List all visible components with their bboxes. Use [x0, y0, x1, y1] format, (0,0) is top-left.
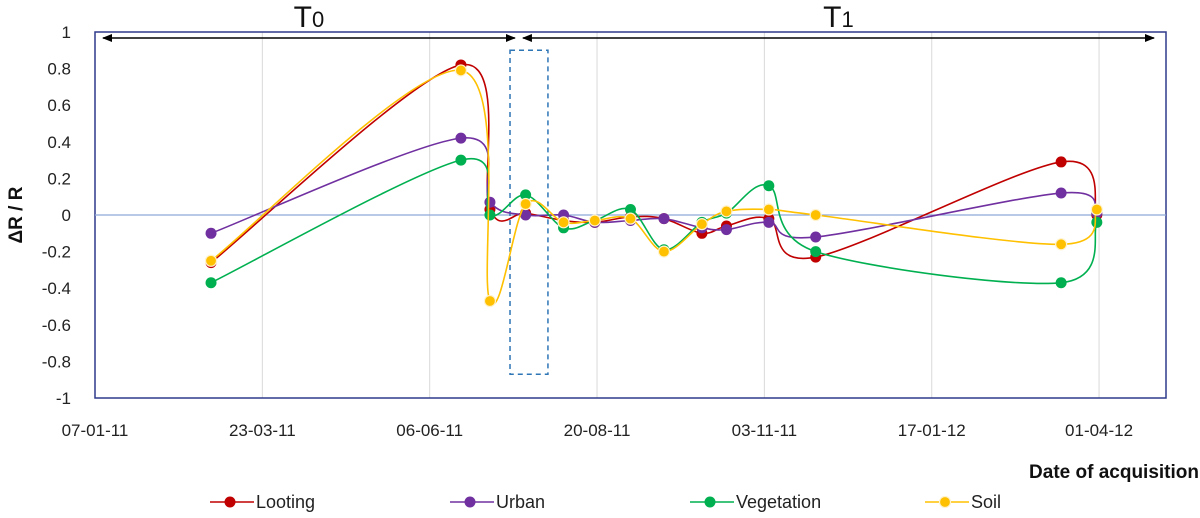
- data-point: [658, 213, 670, 225]
- data-point: [455, 132, 467, 144]
- data-point: [483, 294, 497, 308]
- series-line: [210, 64, 1098, 264]
- data-point: [810, 246, 822, 258]
- legend-item-vegetation: Vegetation: [690, 486, 821, 518]
- data-point: [484, 209, 496, 221]
- data-point: [1091, 216, 1103, 228]
- legend-label: Soil: [971, 491, 1002, 512]
- data-point: [810, 231, 822, 243]
- legend-swatch: [690, 496, 734, 508]
- y-tick-label: -1: [56, 389, 71, 408]
- y-axis-title: ΔR / R: [6, 186, 27, 243]
- chart-legend: Looting Urban Vegetation Soil: [0, 486, 1200, 518]
- legend-swatch: [210, 496, 254, 508]
- highlight-box: [509, 49, 549, 375]
- legend-swatch: [450, 496, 494, 508]
- data-point: [205, 277, 217, 289]
- x-tick-label: 20-08-11: [564, 421, 631, 440]
- legend-label: Urban: [496, 491, 546, 512]
- series-line: [210, 69, 1098, 305]
- legend-swatch: [925, 495, 969, 509]
- y-tick-label: 0: [62, 206, 71, 225]
- y-tick-label: -0.8: [42, 352, 71, 371]
- data-point: [1055, 156, 1067, 168]
- data-point: [454, 64, 468, 77]
- x-tick-label: 03-11-11: [732, 421, 798, 440]
- series-looting: [205, 59, 1103, 269]
- data-point: [763, 180, 775, 192]
- data-point: [720, 224, 732, 236]
- data-point: [520, 189, 532, 201]
- data-point: [205, 227, 217, 239]
- data-point: [763, 216, 775, 228]
- legend-item-looting: Looting: [210, 486, 315, 518]
- y-tick-label: -0.4: [42, 279, 71, 298]
- x-tick-label: 06-06-11: [396, 421, 463, 440]
- data-point: [695, 218, 709, 231]
- line-chart: T0 T1 07-01-11 23-03-11 06-06-11 20-08-11 03-…: [6, 1, 1199, 483]
- data-point: [1055, 187, 1067, 199]
- data-point: [809, 208, 822, 222]
- data-point: [657, 245, 671, 258]
- legend-item-soil: Soil: [925, 486, 1001, 518]
- series-soil: [204, 64, 1103, 308]
- y-tick-label: -0.6: [42, 316, 71, 335]
- y-tick-label: 0.4: [47, 133, 71, 152]
- y-tick-label: 0.6: [47, 96, 71, 115]
- y-tick-label: -0.2: [42, 243, 71, 262]
- x-tick-label: 07-01-11: [62, 421, 129, 440]
- data-point: [455, 154, 467, 166]
- y-tick-label: 1: [62, 23, 71, 42]
- data-point: [625, 204, 636, 216]
- x-tick-label: 23-03-11: [229, 421, 296, 440]
- data-point: [1055, 277, 1067, 289]
- legend-label: Vegetation: [736, 491, 822, 512]
- data-point: [204, 254, 218, 267]
- data-point: [557, 216, 570, 229]
- legend-label: Looting: [256, 491, 316, 512]
- y-tick-label: 0.8: [47, 60, 71, 79]
- data-point: [520, 209, 532, 221]
- data-point: [484, 196, 496, 208]
- x-tick-label: 17-01-12: [898, 421, 966, 440]
- data-point: [1090, 203, 1103, 216]
- data-point: [762, 203, 775, 216]
- x-axis-title: Date of acquisition: [1029, 462, 1199, 483]
- series-vegetation: [205, 154, 1103, 289]
- x-tick-label: 01-04-12: [1065, 421, 1133, 440]
- data-point: [519, 197, 532, 211]
- data-point: [1055, 238, 1068, 251]
- period-label: T1: [823, 1, 854, 34]
- y-tick-label: 0.2: [47, 169, 71, 188]
- series-line: [210, 137, 1098, 239]
- data-point: [720, 205, 733, 218]
- data-point: [624, 212, 637, 225]
- period-label: T0: [294, 1, 325, 34]
- legend-item-urban: Urban: [450, 486, 545, 518]
- data-point: [588, 214, 601, 227]
